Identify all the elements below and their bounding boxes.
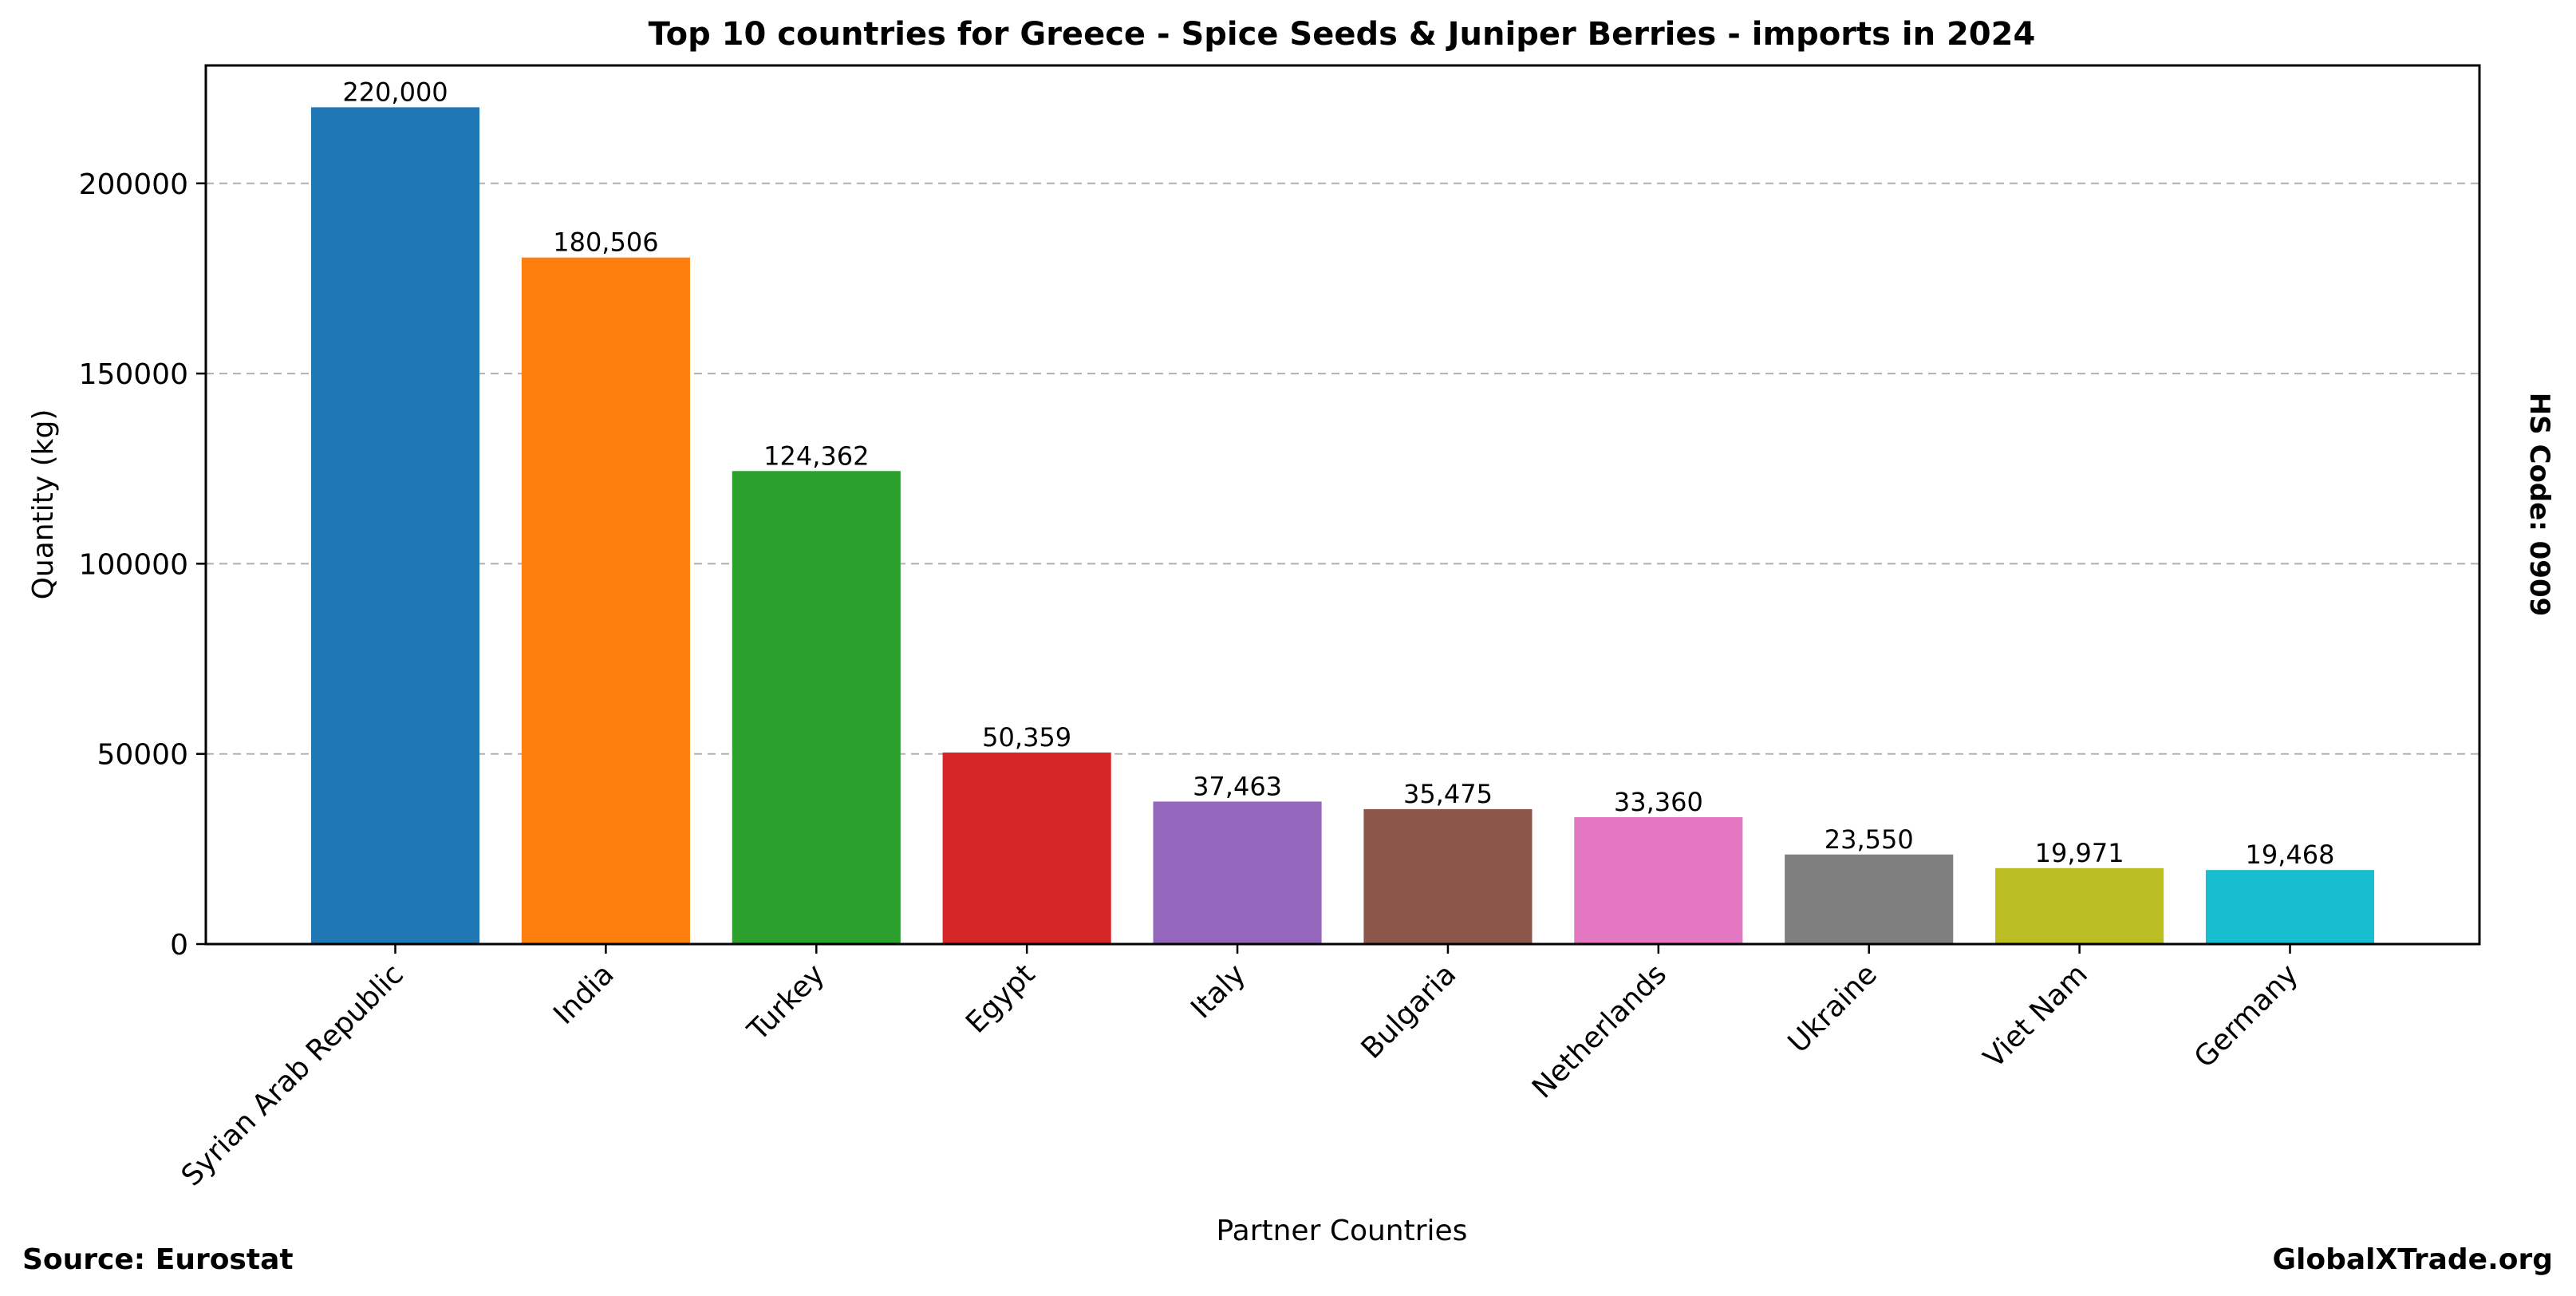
bar-value-label: 220,000 bbox=[342, 77, 448, 107]
y-tick-label: 100000 bbox=[79, 548, 188, 581]
bar bbox=[521, 257, 690, 944]
chart-title: Top 10 countries for Greece - Spice Seed… bbox=[649, 16, 2036, 53]
bar-value-label: 33,360 bbox=[1614, 787, 1703, 817]
bar bbox=[1153, 801, 1322, 944]
y-tick-label: 50000 bbox=[97, 739, 188, 772]
data-labels: 220,000 180,506 124,362 50,359 37,463 35,475 3… bbox=[342, 77, 2334, 870]
bar bbox=[1363, 808, 1533, 944]
brand-note: GlobalXTrade.org bbox=[2272, 1243, 2553, 1276]
y-tick-label: 0 bbox=[170, 929, 188, 962]
bar bbox=[2205, 870, 2375, 944]
source-note: Source: Eurostat bbox=[22, 1243, 294, 1276]
bar-value-label: 19,468 bbox=[2246, 840, 2335, 870]
bar bbox=[310, 107, 480, 944]
bar-value-label: 23,550 bbox=[1825, 824, 1914, 855]
bar-value-label: 37,463 bbox=[1193, 771, 1282, 801]
y-tick-label: 150000 bbox=[79, 358, 188, 391]
bar-value-label: 19,971 bbox=[2035, 838, 2124, 868]
hs-code-note: HS Code: 0909 bbox=[2523, 393, 2555, 617]
y-tick-label: 200000 bbox=[79, 168, 188, 201]
x-axis-label: Partner Countries bbox=[1217, 1215, 1468, 1247]
bar-value-label: 50,359 bbox=[982, 722, 1071, 753]
bar bbox=[1574, 816, 1743, 944]
bar-value-label: 180,506 bbox=[553, 227, 658, 258]
bar bbox=[1785, 854, 1954, 944]
y-axis-label: Quantity (kg) bbox=[27, 409, 60, 600]
bar bbox=[732, 471, 901, 944]
bar bbox=[942, 752, 1111, 944]
bar bbox=[1995, 867, 2164, 944]
bar-value-label: 35,475 bbox=[1403, 779, 1493, 809]
y-axis-ticks: 0 50000 100000 150000 200000 bbox=[79, 168, 206, 962]
bar-value-label: 124,362 bbox=[763, 441, 869, 471]
plot-frame bbox=[204, 64, 2481, 946]
bars bbox=[310, 107, 2375, 944]
